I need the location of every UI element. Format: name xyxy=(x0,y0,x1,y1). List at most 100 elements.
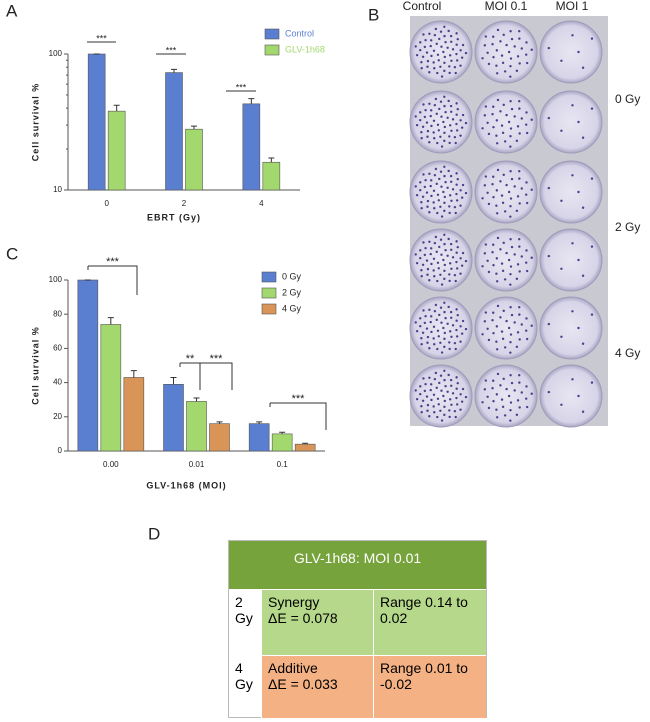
plate xyxy=(539,160,603,224)
colony xyxy=(436,71,439,75)
colony xyxy=(430,247,433,250)
colony xyxy=(459,325,462,328)
colony xyxy=(436,123,440,126)
error-bar xyxy=(248,98,255,104)
colony xyxy=(442,394,445,398)
colony xyxy=(453,205,457,209)
colony xyxy=(450,129,453,132)
colony xyxy=(525,405,529,409)
bar xyxy=(163,384,184,452)
colony xyxy=(525,61,529,65)
colony xyxy=(461,113,465,117)
bar xyxy=(77,279,99,452)
column-label: Control xyxy=(403,0,442,13)
colony xyxy=(456,381,459,385)
error-bar xyxy=(107,317,114,325)
colony xyxy=(428,71,431,74)
colony xyxy=(414,321,417,324)
legend-swatch xyxy=(264,28,280,40)
colony xyxy=(509,215,512,218)
colony xyxy=(453,409,457,413)
colony xyxy=(433,411,436,414)
colony xyxy=(451,188,455,191)
colony xyxy=(483,320,487,323)
colony xyxy=(443,209,446,213)
colony xyxy=(509,238,512,241)
colony xyxy=(436,397,440,400)
colony xyxy=(518,132,521,135)
colony xyxy=(509,65,512,68)
colony xyxy=(448,347,451,351)
colony xyxy=(590,245,594,248)
colony xyxy=(486,51,489,55)
colony xyxy=(518,313,521,316)
colony xyxy=(448,124,452,127)
colony xyxy=(455,32,458,35)
colony xyxy=(420,201,423,204)
legend-swatch xyxy=(261,287,277,299)
plate xyxy=(539,364,603,428)
colony xyxy=(590,177,594,180)
colony xyxy=(483,114,487,117)
colony xyxy=(481,57,484,60)
colony xyxy=(439,306,443,309)
colony xyxy=(483,388,487,391)
colony xyxy=(451,118,455,121)
annotation: *** xyxy=(292,393,306,405)
colony xyxy=(481,401,484,404)
colony xyxy=(459,257,462,260)
plate xyxy=(409,20,473,84)
colony xyxy=(455,102,458,105)
colony xyxy=(518,237,521,241)
colony xyxy=(421,195,425,198)
colony xyxy=(577,394,580,398)
colony xyxy=(525,131,529,135)
colony xyxy=(436,193,440,196)
colony xyxy=(435,42,438,46)
colony xyxy=(438,37,441,41)
colony xyxy=(496,28,500,32)
colony xyxy=(492,35,495,38)
table-row: 2 Gy Synergy ΔE = 0.078 Range 0.14 to 0.… xyxy=(229,589,486,655)
colony xyxy=(449,378,453,382)
bar xyxy=(185,128,203,191)
colony xyxy=(420,131,423,134)
colony xyxy=(455,335,459,338)
colony xyxy=(495,212,499,215)
colony xyxy=(455,113,458,116)
colony xyxy=(425,121,429,124)
colony xyxy=(459,272,462,275)
colony xyxy=(509,265,513,268)
colony xyxy=(421,399,425,402)
colony xyxy=(420,343,423,346)
y-tick-label: 80 xyxy=(53,309,62,318)
colony xyxy=(516,263,520,266)
colony xyxy=(520,323,523,326)
colony xyxy=(424,314,427,318)
colony xyxy=(432,325,436,328)
colony xyxy=(436,261,440,264)
colony xyxy=(432,61,435,64)
plate xyxy=(409,364,473,428)
colony xyxy=(461,387,465,391)
colony xyxy=(419,256,422,260)
y-axis-label: Cell survival % xyxy=(30,83,40,162)
colony xyxy=(443,331,447,335)
colony xyxy=(492,125,495,129)
colony xyxy=(415,123,419,127)
colony xyxy=(516,125,520,128)
colony xyxy=(449,242,453,246)
colony xyxy=(464,121,468,125)
colony xyxy=(509,170,512,173)
colony xyxy=(491,183,494,186)
colony xyxy=(455,52,458,56)
colony xyxy=(502,33,505,37)
colony xyxy=(443,277,446,281)
colony xyxy=(461,183,465,187)
colony xyxy=(439,205,442,209)
colony xyxy=(495,416,499,419)
colony xyxy=(443,69,446,73)
colony xyxy=(455,387,458,390)
colony xyxy=(464,395,468,399)
colony xyxy=(500,398,504,401)
